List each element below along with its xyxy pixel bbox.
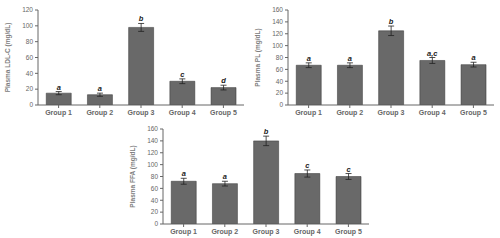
svg-text:160: 160 [147, 125, 158, 132]
svg-text:a,c: a,c [427, 49, 438, 58]
svg-text:60: 60 [26, 54, 34, 61]
svg-text:a: a [57, 83, 61, 92]
svg-text:a: a [348, 54, 352, 63]
svg-text:20: 20 [26, 85, 34, 92]
svg-text:140: 140 [272, 18, 283, 25]
svg-text:Group 3: Group 3 [378, 109, 405, 117]
svg-text:20: 20 [276, 89, 284, 96]
svg-text:a: a [307, 54, 311, 63]
svg-text:b: b [139, 14, 144, 23]
svg-text:Plasma LDL-C (mg/dL): Plasma LDL-C (mg/dL) [8, 23, 12, 93]
svg-text:Group 4: Group 4 [294, 228, 321, 236]
svg-text:140: 140 [147, 137, 158, 144]
svg-text:80: 80 [151, 173, 159, 180]
svg-text:Group 3: Group 3 [128, 109, 155, 117]
svg-text:Group 2: Group 2 [211, 228, 238, 236]
svg-text:80: 80 [276, 54, 284, 61]
svg-text:100: 100 [272, 42, 283, 49]
svg-text:c: c [180, 70, 185, 79]
svg-text:b: b [264, 127, 269, 136]
svg-text:Group 5: Group 5 [210, 109, 237, 117]
svg-text:Group 4: Group 4 [169, 109, 196, 117]
svg-text:60: 60 [151, 185, 159, 192]
svg-text:a: a [223, 172, 227, 181]
svg-text:0: 0 [29, 101, 33, 108]
svg-text:Group 2: Group 2 [86, 109, 113, 117]
svg-text:Group 4: Group 4 [419, 109, 446, 117]
svg-text:40: 40 [26, 70, 34, 77]
svg-text:0: 0 [154, 220, 158, 227]
svg-text:60: 60 [276, 66, 284, 73]
svg-text:d: d [221, 76, 226, 85]
svg-text:Plasma FFA (mg/dL): Plasma FFA (mg/dL) [129, 145, 137, 207]
svg-text:80: 80 [26, 38, 34, 45]
svg-text:100: 100 [147, 161, 158, 168]
svg-text:Group 1: Group 1 [45, 109, 72, 117]
svg-text:a: a [471, 53, 475, 62]
svg-text:Group 1: Group 1 [295, 109, 322, 117]
svg-text:40: 40 [276, 78, 284, 85]
svg-text:Group 3: Group 3 [253, 228, 280, 236]
svg-text:a: a [182, 169, 186, 178]
svg-text:Group 5: Group 5 [335, 228, 362, 236]
svg-text:a: a [98, 84, 102, 93]
svg-text:100: 100 [22, 22, 33, 29]
svg-text:Group 1: Group 1 [170, 228, 197, 236]
svg-text:c: c [305, 161, 310, 170]
svg-text:160: 160 [272, 6, 283, 13]
svg-text:Plasma PL (mg/dL): Plasma PL (mg/dL) [254, 28, 262, 86]
svg-text:40: 40 [151, 197, 159, 204]
svg-text:Group 2: Group 2 [336, 109, 363, 117]
svg-text:b: b [389, 17, 394, 26]
svg-text:120: 120 [147, 149, 158, 156]
svg-text:20: 20 [151, 208, 159, 215]
svg-text:120: 120 [22, 6, 33, 13]
svg-text:c: c [346, 165, 351, 174]
svg-text:120: 120 [272, 30, 283, 37]
svg-text:0: 0 [279, 101, 283, 108]
svg-text:Group 5: Group 5 [460, 109, 487, 117]
